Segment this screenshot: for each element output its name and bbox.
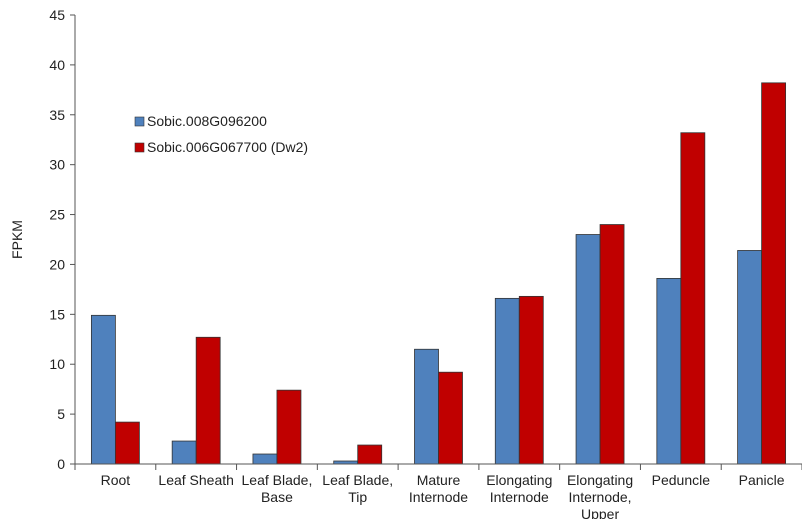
legend-swatch xyxy=(134,116,145,127)
x-category-label: Elongating xyxy=(486,472,552,488)
bar xyxy=(276,389,302,465)
bar xyxy=(114,421,140,465)
x-category-label: Panicle xyxy=(739,472,785,488)
bar xyxy=(195,336,221,465)
x-category-label: Internode, xyxy=(569,489,632,505)
y-tick-label: 25 xyxy=(49,207,65,223)
legend-swatch xyxy=(134,142,145,153)
x-category-label: Internode xyxy=(409,489,468,505)
y-tick-label: 40 xyxy=(49,57,65,73)
bar xyxy=(518,295,544,465)
bar xyxy=(737,250,763,465)
bar xyxy=(680,132,706,465)
x-category-label: Root xyxy=(101,472,131,488)
x-category-label: Mature xyxy=(417,472,461,488)
y-tick-label: 15 xyxy=(49,306,65,322)
bar xyxy=(761,82,787,465)
bar xyxy=(252,453,278,465)
bar xyxy=(575,234,601,465)
y-axis: 0 5 10 15 20 25 30 35 40 45 xyxy=(49,7,76,472)
y-tick-label: 20 xyxy=(49,256,65,272)
x-category-label: Leaf Blade, xyxy=(322,472,393,488)
x-category-label: Elongating xyxy=(567,472,633,488)
x-category-label: Base xyxy=(261,489,293,505)
y-tick-label: 5 xyxy=(57,406,65,422)
bar xyxy=(599,224,625,465)
y-tick-label: 10 xyxy=(49,356,65,372)
x-category-label: Upper xyxy=(581,506,619,519)
bar xyxy=(90,314,116,465)
bar xyxy=(357,444,383,465)
bar xyxy=(414,348,439,465)
bars-group xyxy=(90,82,787,465)
legend-label: Sobic.006G067700 (Dw2) xyxy=(147,139,308,155)
x-category-label: Leaf Blade, xyxy=(242,472,313,488)
legend-label: Sobic.008G096200 xyxy=(147,113,267,129)
x-category-label: Peduncle xyxy=(652,472,711,488)
y-tick-label: 45 xyxy=(49,7,65,23)
bar xyxy=(438,371,463,465)
x-category-label: Internode xyxy=(490,489,549,505)
y-axis-title: FPKM xyxy=(9,220,25,259)
bar xyxy=(656,278,682,465)
y-tick-label: 30 xyxy=(49,157,65,173)
y-tick-label: 35 xyxy=(49,107,65,123)
y-tick-label: 0 xyxy=(57,456,65,472)
bar xyxy=(171,440,197,465)
legend: Sobic.008G096200 Sobic.006G067700 (Dw2) xyxy=(134,113,308,155)
x-category-label: Leaf Sheath xyxy=(158,472,234,488)
bar xyxy=(494,297,520,465)
x-category-label: Tip xyxy=(348,489,367,505)
